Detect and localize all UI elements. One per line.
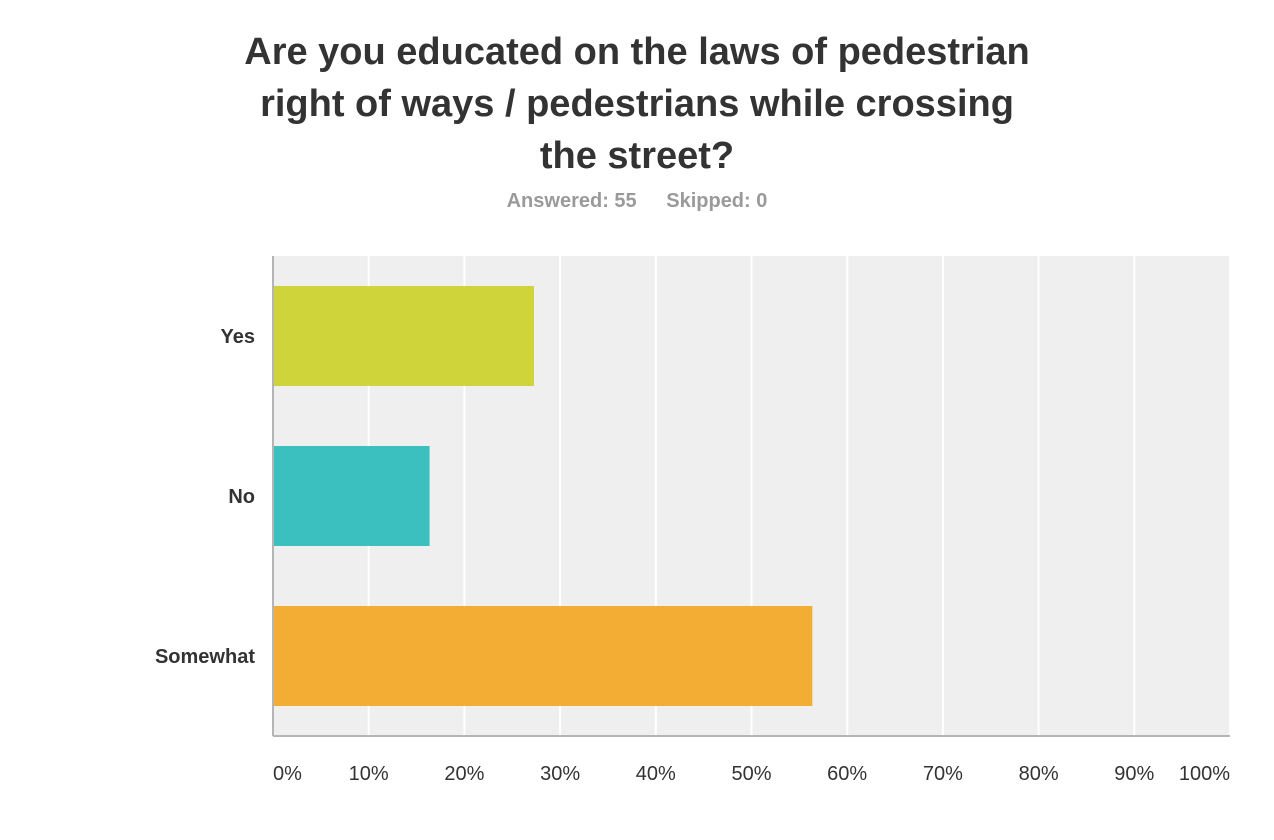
bar-no[interactable] — [273, 446, 430, 546]
category-label-yes: Yes — [221, 326, 255, 348]
chart-title-line-1: Are you educated on the laws of pedestri… — [244, 31, 1030, 73]
x-tick-label-30: 30% — [540, 763, 580, 785]
bar-yes[interactable] — [273, 286, 534, 386]
skipped-count: Skipped: 0 — [666, 190, 768, 212]
x-tick-label-40: 40% — [636, 763, 676, 785]
x-tick-label-70: 70% — [923, 763, 963, 785]
x-tick-label-100: 100% — [1179, 763, 1230, 785]
category-label-no: No — [228, 486, 255, 508]
x-tick-label-50: 50% — [731, 763, 771, 785]
bar-somewhat[interactable] — [273, 606, 813, 706]
x-tick-label-80: 80% — [1019, 763, 1059, 785]
chart-title: Are you educated on the laws of pedestri… — [187, 26, 1087, 182]
category-label-somewhat: Somewhat — [155, 646, 255, 668]
x-tick-label-0: 0% — [273, 763, 302, 785]
answered-count: Answered: 55 — [506, 190, 637, 212]
x-tick-label-60: 60% — [827, 763, 867, 785]
x-tick-label-20: 20% — [444, 763, 484, 785]
chart-title-line-3: the street? — [539, 135, 735, 177]
x-tick-label-10: 10% — [349, 763, 389, 785]
chart-title-line-2: right of ways / pedestrians while crossi… — [260, 83, 1014, 125]
response-stats: Answered: 55 Skipped: 0 — [0, 190, 1274, 213]
x-tick-label-90: 90% — [1114, 763, 1154, 785]
